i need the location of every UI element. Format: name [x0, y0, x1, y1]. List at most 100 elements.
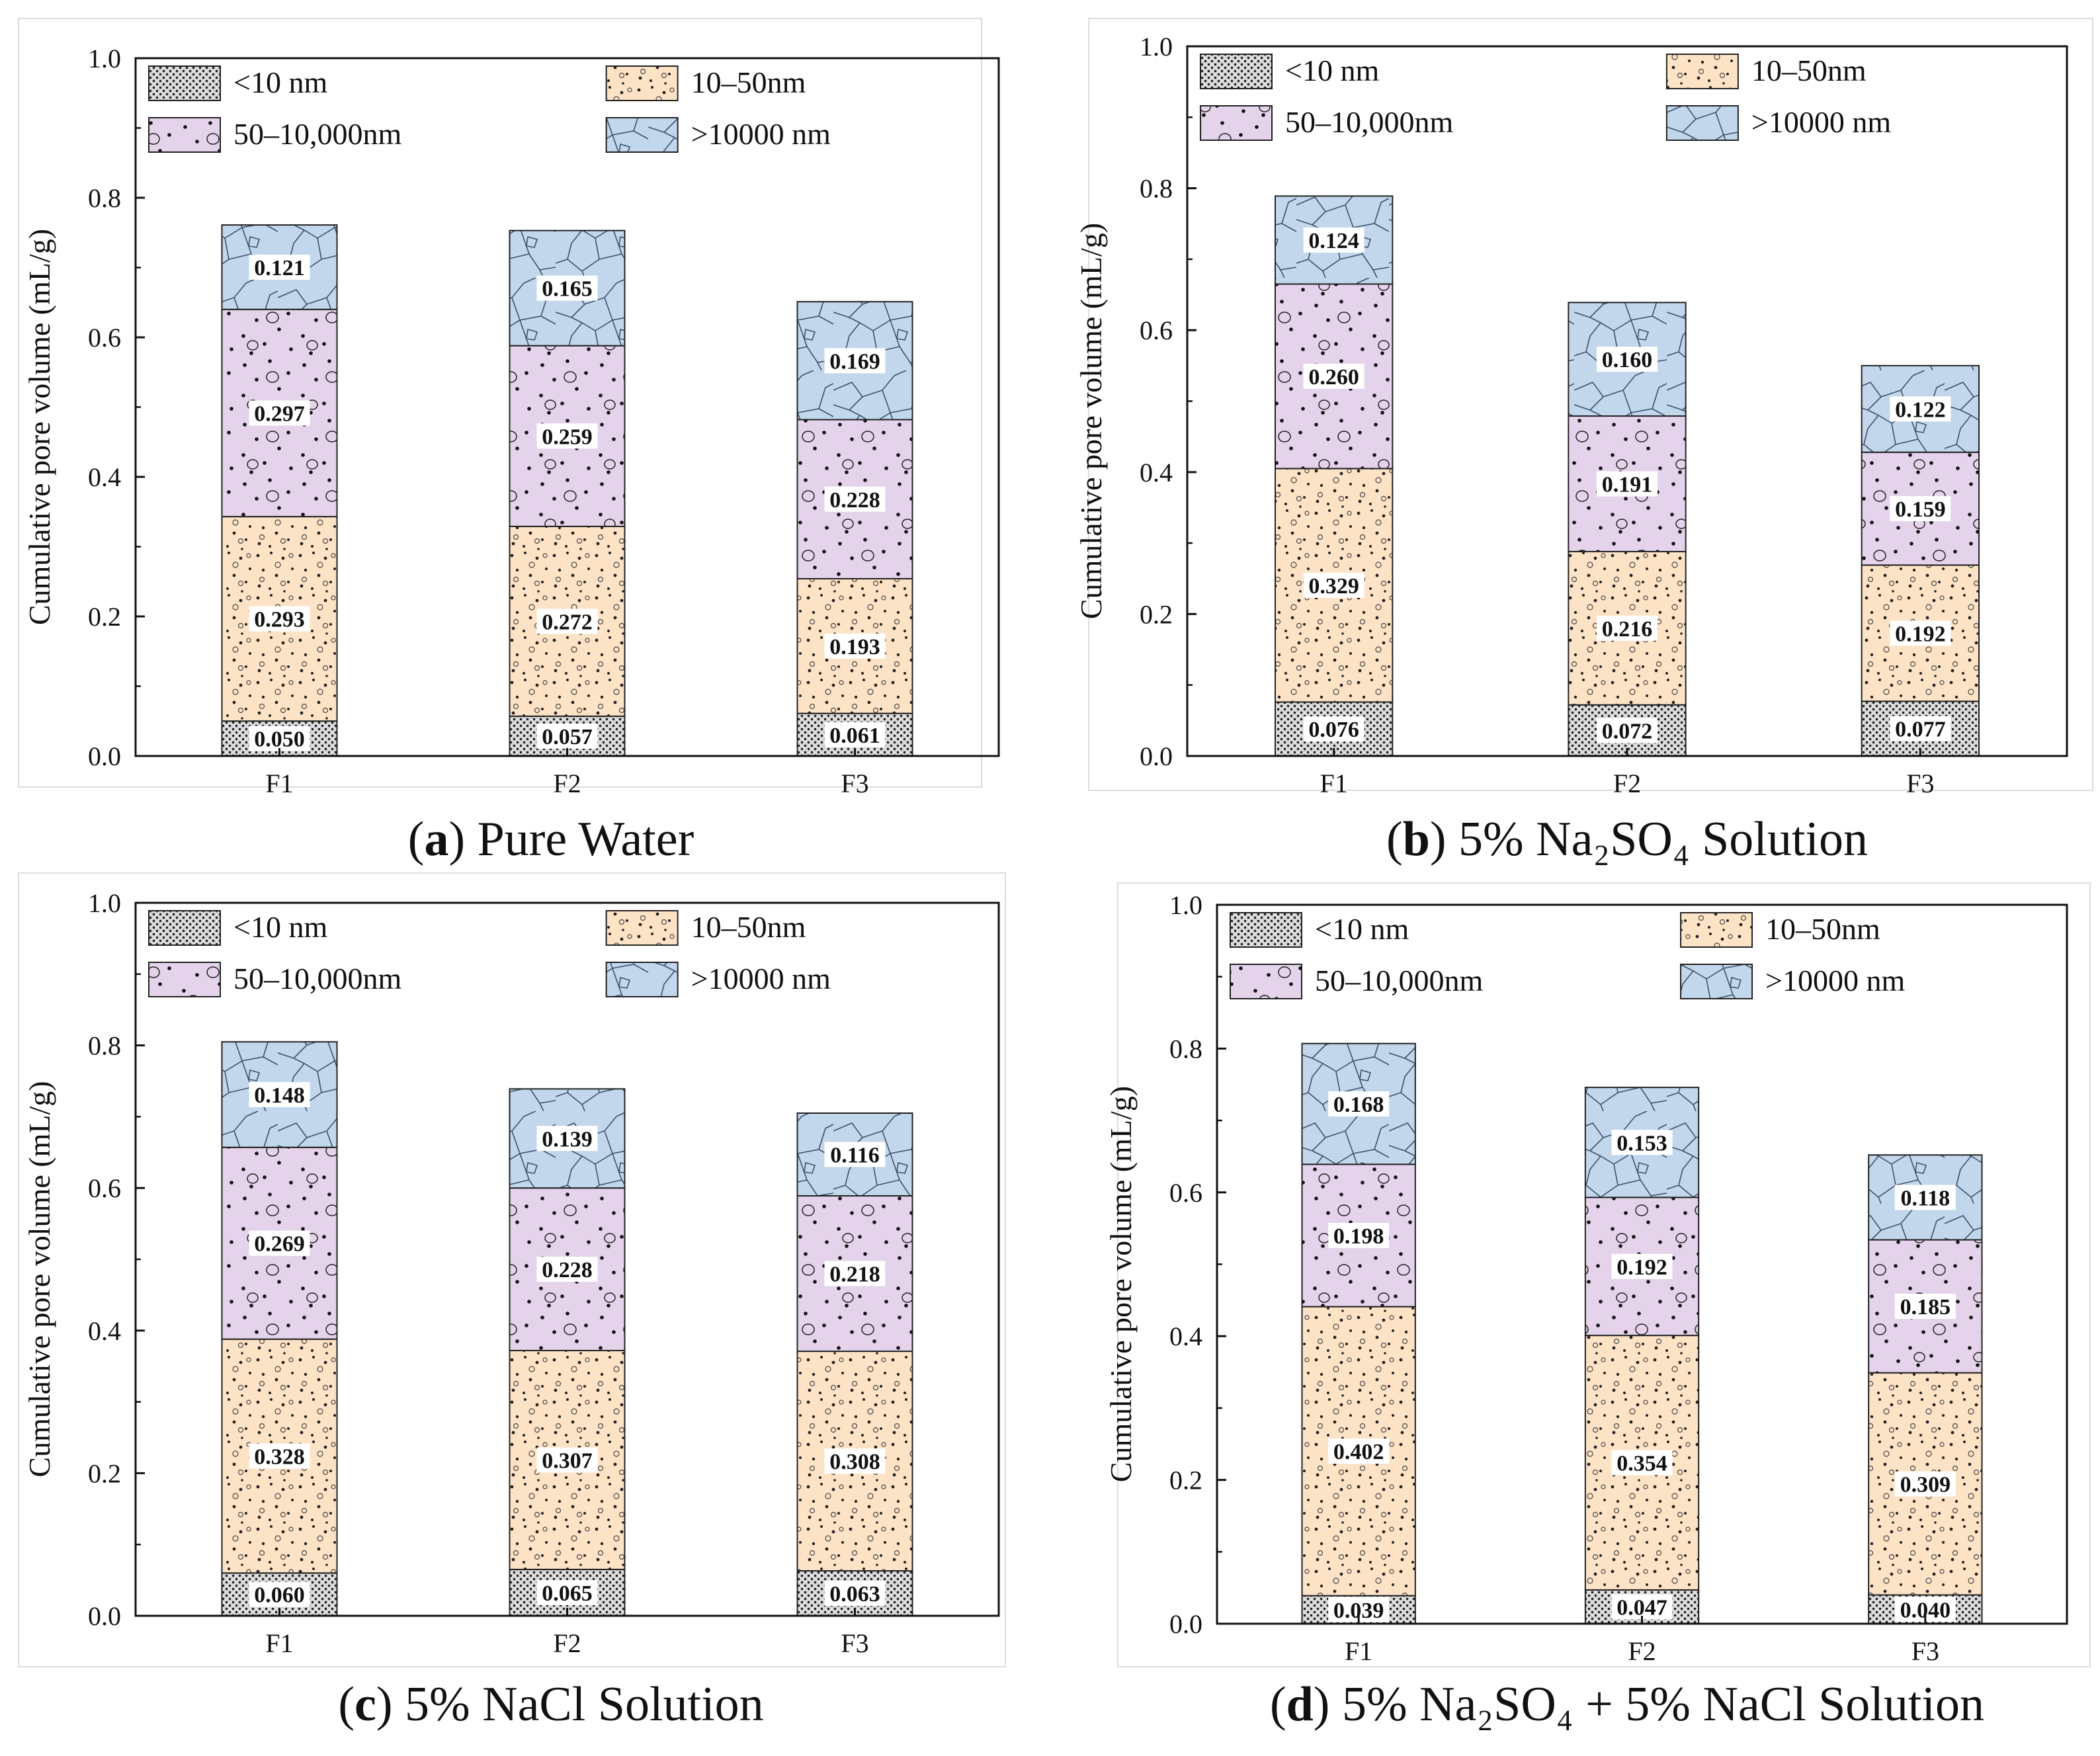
panel-c-data-label-f3-gt10000: 0.116 — [830, 1144, 880, 1168]
panel-b-data-label-bg — [1597, 718, 1658, 743]
panel-a-data-label-f2-r10-50: 0.272 — [542, 610, 593, 634]
panel-c-data-label-f1-r10-50: 0.328 — [254, 1445, 305, 1470]
panel-b-chart: 0.0 0.2 0.4 0.6 0.8 1.0 Cumulative pore volume… — [1074, 18, 2093, 798]
panel-b-xtick-label-f3: F3 — [1906, 769, 1934, 798]
panel-b-data-label-bg — [1597, 615, 1658, 641]
panel-b-letter: b — [1402, 812, 1430, 866]
panel-b-frame — [1088, 18, 2093, 791]
panel-a-title: Pure Water — [477, 812, 694, 866]
panel-a-xtick-label-f1: F1 — [265, 769, 293, 798]
panel-d-data-label-bg — [1611, 1450, 1673, 1476]
panel-c-chart: 0.0 0.2 0.4 0.6 0.8 1.0 Cumulative pore volume… — [18, 872, 1006, 1667]
panel-b-caption: (b) 5% Na₂SO₄ Solution — [1386, 812, 1868, 866]
panel-c-data-label-bg — [824, 1142, 886, 1167]
panel-b-legend-label-lt10: <10 nm — [1285, 54, 1379, 87]
panel-c-data-label-bg — [824, 1581, 886, 1607]
panel-c-ylabel: Cumulative pore volume (mL/g) — [22, 1081, 56, 1477]
panel-b-legend-label-r50-10000: 50–10,000nm — [1285, 105, 1454, 139]
panel-d-data-label-bg — [1894, 1294, 1956, 1319]
panel-a-ytick-label: 1.0 — [88, 44, 121, 73]
panel-b-data-label-f2-r50-10000: 0.191 — [1602, 473, 1653, 497]
panel-d-data-label-f3-r10-50: 0.309 — [1900, 1473, 1951, 1497]
panel-d-title: 5% Na₂SO₄ + 5% NaCl Solution — [1341, 1677, 1984, 1732]
panel-a-legend-label-gt10000: >10000 nm — [691, 117, 831, 151]
panel-d-ytick-label: 1.0 — [1169, 890, 1202, 920]
panel-d-legend-swatch-gt10000 — [1680, 964, 1753, 999]
panel-a-frame — [18, 18, 982, 788]
panel-c-data-label-f2-gt10000: 0.139 — [542, 1127, 593, 1151]
panel-c-legend-swatch-r50-10000 — [148, 962, 221, 997]
panel-a-data-label-f2-lt10: 0.057 — [542, 725, 593, 749]
panel-c-data-label-bg — [249, 1081, 310, 1107]
panel-c-data-label-f1-lt10: 0.060 — [254, 1583, 305, 1608]
panel-c-legend-swatch-r10-50 — [605, 910, 679, 946]
panel-c-bar-f3-gt10000 — [796, 1112, 913, 1197]
panel-d-data-label-f2-r10-50: 0.354 — [1617, 1452, 1667, 1476]
panel-d-legend-swatch-r50-10000 — [1230, 964, 1302, 999]
panel-d-caption: (d) 5% Na₂SO₄ + 5% NaCl Solution — [1269, 1677, 1984, 1732]
panel-a-data-label-bg — [249, 400, 310, 426]
panel-b-data-label-bg — [1303, 716, 1365, 742]
panel-a-data-label-f2-r50-10000: 0.259 — [542, 425, 593, 449]
panel-c-data-label-bg — [536, 1126, 598, 1151]
panel-a-data-label-f1-lt10: 0.050 — [254, 728, 305, 752]
panel-c-legend-label-lt10: <10 nm — [233, 910, 327, 944]
panel-c-plot-border — [134, 901, 1000, 1617]
panel-a-legend-swatch-r50-10000 — [148, 117, 221, 153]
panel-b-title: 5% Na₂SO₄ Solution — [1458, 812, 1868, 866]
panel-d-data-label-f1-r10-50: 0.402 — [1333, 1440, 1384, 1464]
panel-d-chart: 0.0 0.2 0.4 0.6 0.8 1.0 Cumulative pore volume… — [1104, 882, 2091, 1667]
panel-b-plot-border — [1186, 45, 2068, 757]
panel-a-data-label-f1-gt10000: 0.121 — [254, 256, 305, 280]
panel-c-letter: c — [354, 1677, 376, 1732]
panel-c-legend-swatch-lt10 — [148, 910, 221, 946]
panel-b-legend-swatch-r50-10000 — [1200, 105, 1273, 141]
panel-a-data-label-bg — [536, 275, 598, 301]
panel-d-data-label-f2-gt10000: 0.153 — [1617, 1131, 1667, 1155]
panel-c-data-label-bg — [536, 1447, 598, 1473]
panel-c-data-label-bg — [536, 1257, 598, 1282]
panel-a-xtick-label-f3: F3 — [841, 769, 868, 798]
panel-a-data-label-f3-r50-10000: 0.228 — [829, 488, 880, 513]
panel-c-frame — [18, 872, 1006, 1667]
panel-d-ylabel: Cumulative pore volume (mL/g) — [1104, 1086, 1138, 1482]
panel-c-ytick-label: 0.2 — [88, 1458, 121, 1488]
panel-d-data-label-f2-r50-10000: 0.192 — [1617, 1255, 1667, 1280]
panel-c-xtick-label-f1: F1 — [265, 1628, 293, 1658]
panel-b-ytick-label: 0.8 — [1140, 174, 1173, 204]
panel-d-xtick-label-f3: F3 — [1911, 1636, 1939, 1666]
panel-d-data-label-f1-r50-10000: 0.198 — [1333, 1224, 1384, 1249]
panel-a-letter: a — [424, 812, 449, 866]
panel-b-data-label-f3-lt10: 0.077 — [1895, 718, 1946, 742]
panel-a-legend-label-lt10: <10 nm — [233, 65, 327, 99]
panel-d-legend-label-r10-50: 10–50nm — [1765, 912, 1880, 946]
panel-a-legend-label-r10-50: 10–50nm — [691, 65, 806, 99]
panel-d-letter: d — [1286, 1677, 1314, 1732]
panel-b-data-label-f3-r10-50: 0.192 — [1895, 622, 1946, 646]
panel-b-bar-f1-r10-50 — [1275, 468, 1394, 703]
panel-a-data-label-f1-r10-50: 0.293 — [254, 608, 305, 632]
panel-d-data-label-f3-gt10000: 0.118 — [1901, 1186, 1951, 1210]
panel-d-frame — [1117, 882, 2091, 1667]
panel-b-ylabel: Cumulative pore volume (mL/g) — [1074, 223, 1108, 619]
panel-c-caption: (c) 5% NaCl Solution — [338, 1677, 764, 1732]
panel-b-xtick-label-f1: F1 — [1320, 769, 1348, 798]
panel-d-ytick-label: 0.4 — [1169, 1321, 1202, 1351]
panel-b-ytick-label: 0.4 — [1140, 458, 1173, 487]
panel-b-data-label-bg — [1890, 496, 1951, 522]
panel-c-legend-swatch-gt10000 — [605, 962, 679, 997]
panel-a-data-label-f3-gt10000: 0.169 — [829, 349, 880, 374]
panel-b-data-label-bg — [1303, 227, 1365, 253]
panel-a-data-label-bg — [536, 723, 598, 749]
panel-a-ytick-label: 0.0 — [88, 741, 121, 771]
panel-b-legend-swatch-lt10 — [1200, 54, 1273, 89]
panel-c-data-label-bg — [824, 1448, 886, 1474]
panel-a-ytick-label: 0.8 — [88, 183, 121, 213]
panel-b-data-label-bg — [1597, 471, 1658, 497]
panel-c-ytick-label: 0.6 — [88, 1173, 121, 1203]
panel-a-data-label-bg — [249, 254, 310, 280]
panel-c-title: 5% NaCl Solution — [404, 1677, 764, 1732]
panel-d-data-label-bg — [1611, 1594, 1673, 1620]
panel-b-ytick-label: 0.2 — [1140, 599, 1173, 629]
